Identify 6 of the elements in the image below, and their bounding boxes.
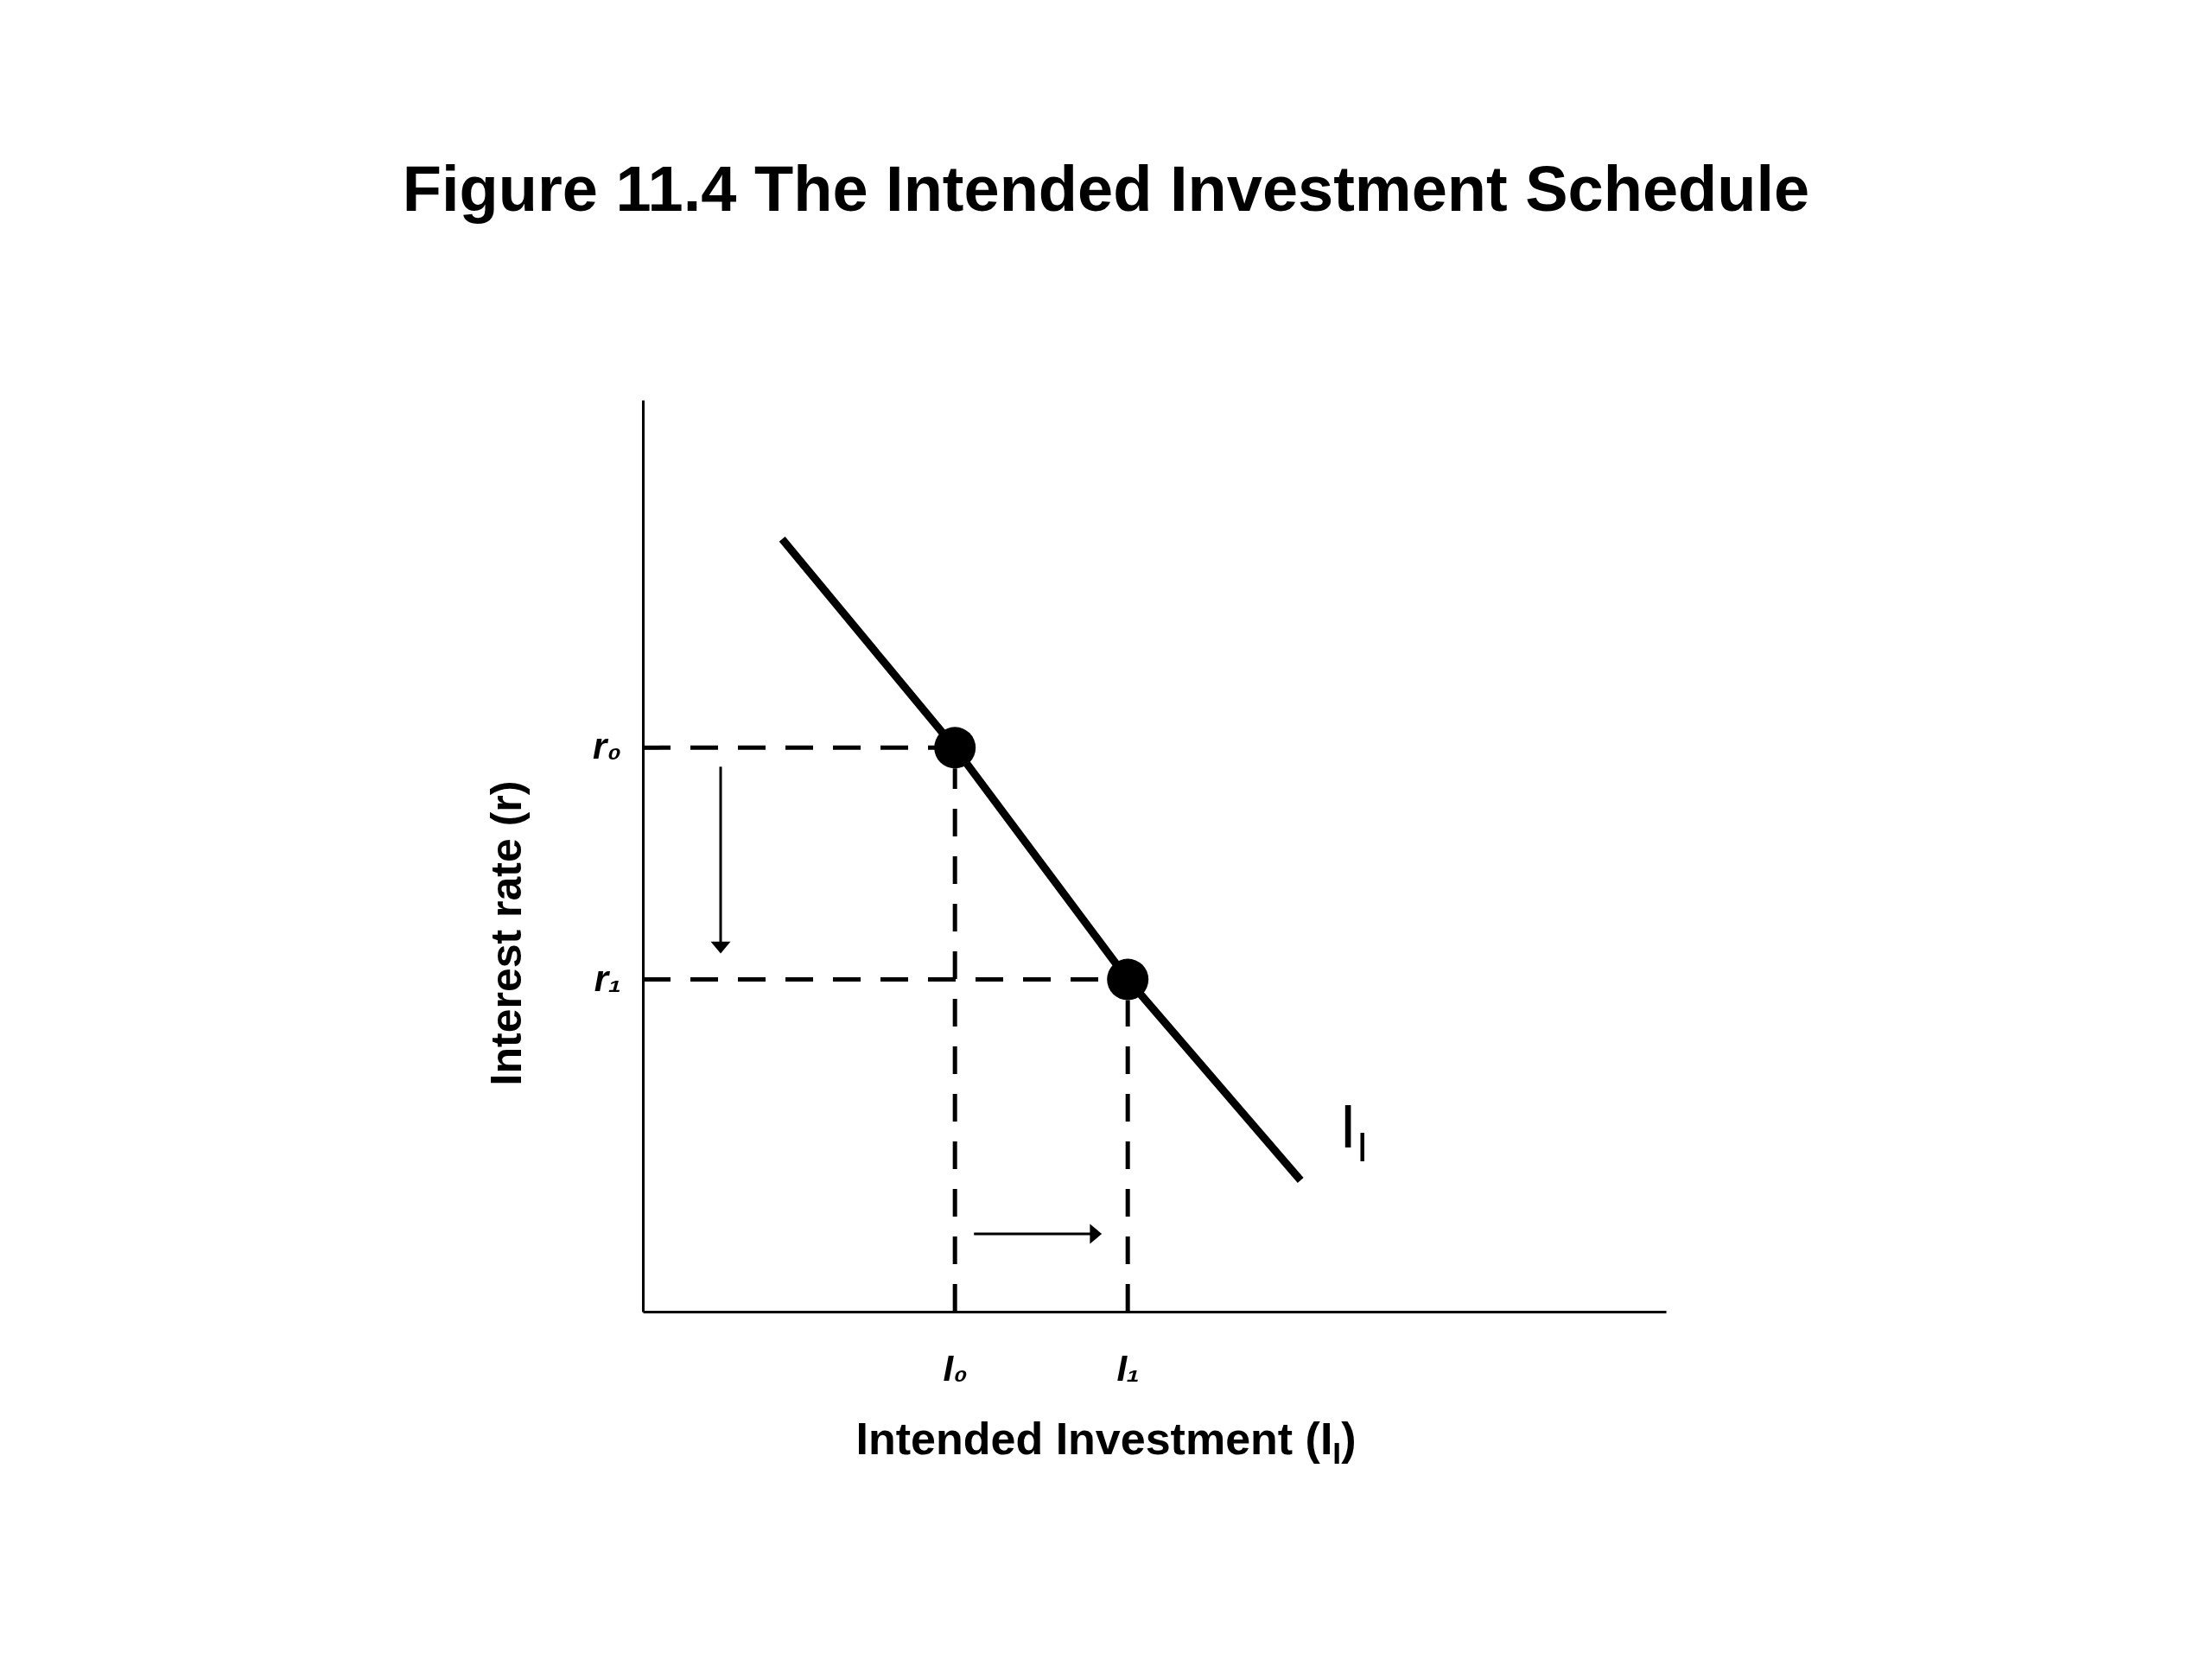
x-tick-label: I₀: [943, 1347, 968, 1389]
x-tick-label: I₁: [1116, 1347, 1140, 1389]
ref-line-label: r₁: [594, 957, 621, 999]
y-axis-title: Interest rate (r): [482, 780, 531, 1086]
chart-title: Figure 11.4 The Intended Investment Schedule: [402, 153, 1810, 225]
ref-line-label: r₀: [593, 726, 621, 767]
